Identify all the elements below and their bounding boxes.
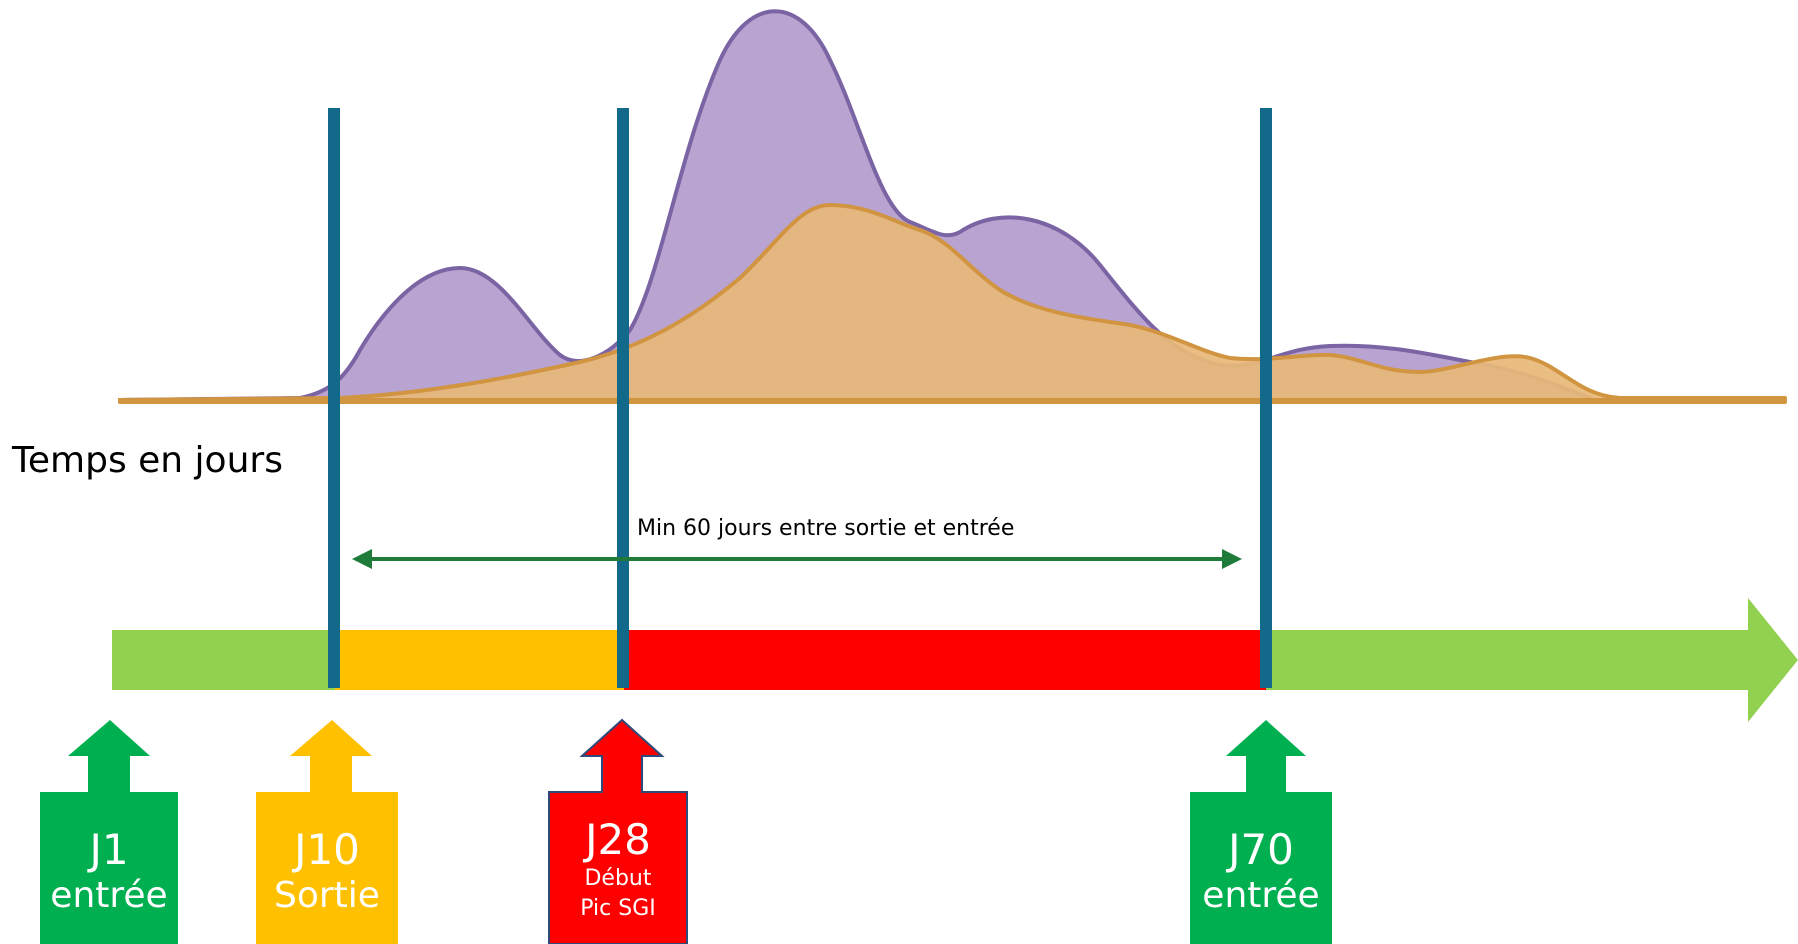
marker-j70-day: J70	[1228, 825, 1294, 874]
marker-j10-box: J10 Sortie	[256, 800, 398, 944]
marker-j28-label2: Pic SGI	[580, 896, 656, 921]
axis-label: Temps en jours	[12, 440, 283, 481]
marker-j10-label: Sortie	[274, 875, 380, 916]
marker-j10-arrow	[256, 720, 398, 944]
marker-j28-label: Début	[584, 866, 652, 891]
span-arrow-head-right	[1222, 549, 1242, 569]
marker-j1-box: J1 entrée	[40, 800, 178, 944]
marker-j70-box: J70 entrée	[1190, 800, 1332, 944]
timeline-segment-yellow	[335, 630, 624, 690]
divider-line-j28	[617, 108, 629, 688]
span-label: Min 60 jours entre sortie et entrée	[637, 516, 1015, 541]
timeline-segment-red	[624, 630, 1266, 690]
marker-j28-day: J28	[585, 815, 651, 864]
span-arrow-head-left	[352, 549, 372, 569]
marker-j70-arrow	[1190, 720, 1332, 944]
marker-j1-arrow	[40, 720, 178, 944]
marker-j1-day: J1	[89, 825, 129, 874]
marker-j10-day: J10	[294, 825, 360, 874]
timeline-segment-green-start	[112, 630, 335, 690]
marker-j28-arrow	[548, 718, 688, 944]
orange-distribution-curve	[118, 203, 1787, 404]
divider-line-j10	[328, 108, 340, 688]
timeline-arrow-green-end	[1266, 598, 1798, 722]
marker-j28-box: J28 Début Pic SGI	[549, 796, 687, 944]
divider-line-j70	[1260, 108, 1272, 688]
marker-j1-label: entrée	[50, 875, 168, 916]
marker-j70-label: entrée	[1202, 875, 1320, 916]
